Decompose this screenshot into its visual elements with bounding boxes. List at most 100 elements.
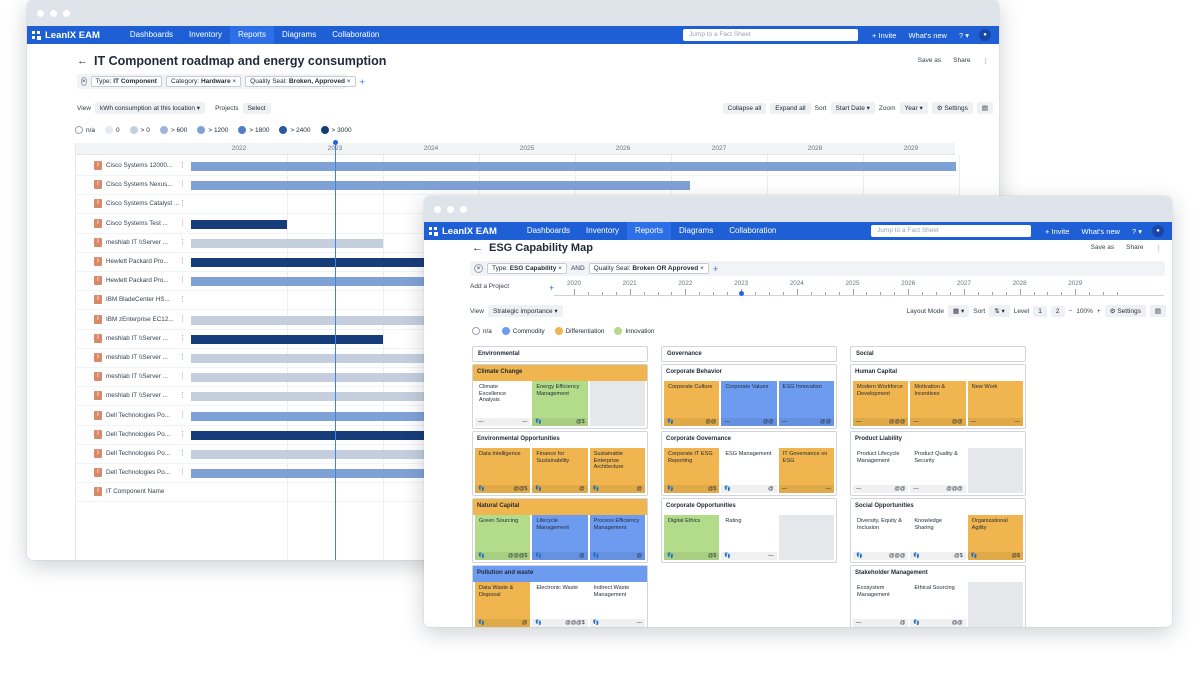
capability-card[interactable]: Modern Workforce Development — @@@ (853, 381, 909, 426)
row-name[interactable]: IBM BladeCenter HS... (106, 296, 170, 304)
collapse-all-button[interactable]: Collapse all (722, 102, 767, 114)
capability-card[interactable]: Energy Efficiency Management 👣 @$ (532, 381, 588, 426)
row-menu-icon[interactable]: ⋮ (179, 411, 186, 419)
zoom-in-button[interactable]: + (1096, 307, 1101, 315)
back-arrow-icon[interactable]: ← (472, 242, 483, 254)
roadmap-row[interactable]: I Cisco Systems 12000... ⋮ (76, 157, 956, 176)
capability-group-header[interactable]: Human Capital (851, 365, 1025, 381)
capability-card[interactable]: New Work — — (967, 381, 1023, 426)
capability-card[interactable]: Data Waste & Disposal 👣 @ (475, 582, 531, 627)
filter-chip-quality-seal[interactable]: Quality Seal: Broken OR Approved × (588, 263, 709, 274)
row-name[interactable]: Dell Technologies Po... (106, 411, 170, 419)
whats-new-link[interactable]: What's new (908, 30, 947, 40)
roadmap-row[interactable]: I Cisco Systems Nexus... ⋮ (76, 176, 955, 196)
lifecycle-bar[interactable] (191, 238, 383, 248)
row-menu-icon[interactable]: ⋮ (179, 162, 186, 169)
row-menu-icon[interactable]: ⋮ (179, 354, 186, 361)
capability-card[interactable]: Sustainable Enterprise Architecture 👣 @ (589, 448, 645, 493)
capability-column-header[interactable]: Social (850, 346, 1026, 362)
clear-filters-icon[interactable]: × (81, 77, 87, 86)
row-name[interactable]: Dell Technologies Po... (106, 469, 170, 477)
capability-group-header[interactable]: Corporate Opportunities (662, 499, 836, 515)
sort-select[interactable]: Start Date ▾ (830, 102, 875, 114)
capability-group-header[interactable]: Corporate Governance (662, 432, 836, 448)
capability-group-header[interactable]: Pollution and waste (473, 566, 647, 582)
invite-button[interactable]: + Invite (1045, 226, 1070, 236)
row-menu-icon[interactable]: ⋮ (179, 200, 186, 208)
lifecycle-bar[interactable] (191, 162, 956, 171)
capability-card[interactable]: Ethical Sourcing 👣 @@ (910, 582, 966, 627)
capability-card[interactable]: Motivation & Incentives — @@ (910, 381, 966, 426)
row-name[interactable]: meshlab IT \\Server ... (106, 354, 168, 361)
capability-card[interactable]: Climate Excellence Analysis — — (475, 381, 531, 426)
help-menu[interactable]: ? ▾ (1131, 226, 1142, 236)
nav-inventory[interactable]: Inventory (586, 226, 619, 235)
row-name[interactable]: Cisco Systems 12000... (106, 162, 173, 169)
nav-collaboration[interactable]: Collaboration (332, 30, 380, 39)
row-name[interactable]: Dell Technologies Po... (106, 430, 170, 438)
row-menu-icon[interactable]: ⋮ (179, 430, 186, 438)
row-menu-icon[interactable]: ⋮ (179, 277, 186, 285)
lifecycle-bar[interactable] (191, 334, 383, 344)
capability-card[interactable]: Ecosystem Management — @ (853, 582, 909, 627)
row-name[interactable]: IT Component Name (106, 488, 165, 496)
capability-card[interactable]: Knowledge Sharing 👣 @$ (910, 515, 966, 560)
capability-group-header[interactable]: Natural Capital (473, 499, 647, 515)
zoom-out-button[interactable]: − (1068, 307, 1073, 315)
brand[interactable]: LeanIX EAM (27, 30, 122, 41)
capability-card[interactable]: Organizational Agility 👣 @$ (967, 515, 1023, 560)
window-dot[interactable] (50, 9, 57, 17)
window-dot[interactable] (434, 205, 441, 213)
row-menu-icon[interactable]: ⋮ (179, 296, 186, 304)
window-dot[interactable] (460, 205, 467, 213)
row-name[interactable]: Hewlett Packard Pro... (106, 277, 169, 285)
nav-dashboards[interactable]: Dashboards (526, 226, 571, 235)
filter-chip-type[interactable]: Type: IT Component (90, 76, 162, 87)
capability-group-header[interactable]: Product Liability (851, 432, 1025, 448)
capability-card[interactable]: Lifecycle Management 👣 @ (532, 515, 588, 560)
zoom-select[interactable]: Year ▾ (899, 102, 928, 114)
capability-group-header[interactable]: Stakeholder Management (851, 566, 1025, 582)
row-menu-icon[interactable]: ⋮ (179, 181, 186, 189)
add-project-icon[interactable]: + (549, 283, 555, 293)
nav-collaboration[interactable]: Collaboration (729, 226, 777, 235)
capability-card[interactable]: Finance for Sustainability 👣 @ (532, 448, 588, 493)
help-menu[interactable]: ? ▾ (958, 30, 969, 40)
filter-chip-category[interactable]: Category: Hardware × (165, 76, 242, 87)
capability-card[interactable]: ESG Innovation — @@ (778, 381, 834, 426)
row-name[interactable]: meshlab IT \\Server ... (106, 334, 168, 342)
nav-reports[interactable]: Reports (626, 222, 671, 240)
nav-diagrams[interactable]: Diagrams (281, 30, 317, 39)
more-menu-icon[interactable]: ⋮ (1155, 245, 1163, 252)
share-button[interactable]: Share (1126, 244, 1144, 251)
capability-card[interactable]: Indirect Waste Management 👣 — (589, 582, 645, 627)
brand[interactable]: LeanIX EAM (424, 226, 519, 237)
projects-select[interactable]: Select (242, 102, 271, 114)
capability-card[interactable]: ESG Management 👣 @ (721, 448, 777, 493)
row-name[interactable]: Cisco Systems Test ... (106, 219, 168, 227)
nav-diagrams[interactable]: Diagrams (678, 226, 714, 235)
lifecycle-bar[interactable] (191, 181, 691, 191)
save-as-button[interactable]: Save as (917, 57, 942, 64)
share-button[interactable]: Share (953, 57, 971, 64)
capability-card[interactable]: Digital Ethics 👣 @$ (664, 515, 720, 560)
row-menu-icon[interactable]: ⋮ (179, 469, 186, 477)
table-view-icon[interactable]: ▤ (976, 102, 993, 114)
timeline[interactable]: 2020 2021 2022 2023 2024 2025 2026 2027 2028 2029 (554, 280, 1164, 296)
capability-group-header[interactable]: Social Opportunities (851, 499, 1025, 515)
row-menu-icon[interactable]: ⋮ (179, 238, 186, 246)
remove-filter-icon[interactable]: × (346, 78, 351, 85)
row-menu-icon[interactable]: ⋮ (179, 392, 186, 400)
user-avatar-icon[interactable]: ● (979, 29, 991, 41)
more-menu-icon[interactable]: ⋮ (982, 58, 990, 65)
row-name[interactable]: meshlab IT \\Server ... (106, 238, 168, 246)
user-avatar-icon[interactable]: ● (1152, 225, 1164, 237)
row-menu-icon[interactable]: ⋮ (179, 450, 186, 457)
filter-chip-type[interactable]: Type: ESG Capability × (487, 263, 567, 274)
layout-mode-select[interactable]: ▦ ▾ (948, 305, 970, 317)
row-name[interactable]: IBM zEnterprise EC12... (106, 315, 174, 323)
capability-card[interactable]: Diversity, Equity & Inclusion 👣 @@@ (853, 515, 909, 560)
capability-card[interactable]: Data Intelligence 👣 @@$ (475, 448, 531, 493)
window-dot[interactable] (447, 205, 454, 213)
row-name[interactable]: Cisco Systems Nexus... (106, 181, 173, 189)
